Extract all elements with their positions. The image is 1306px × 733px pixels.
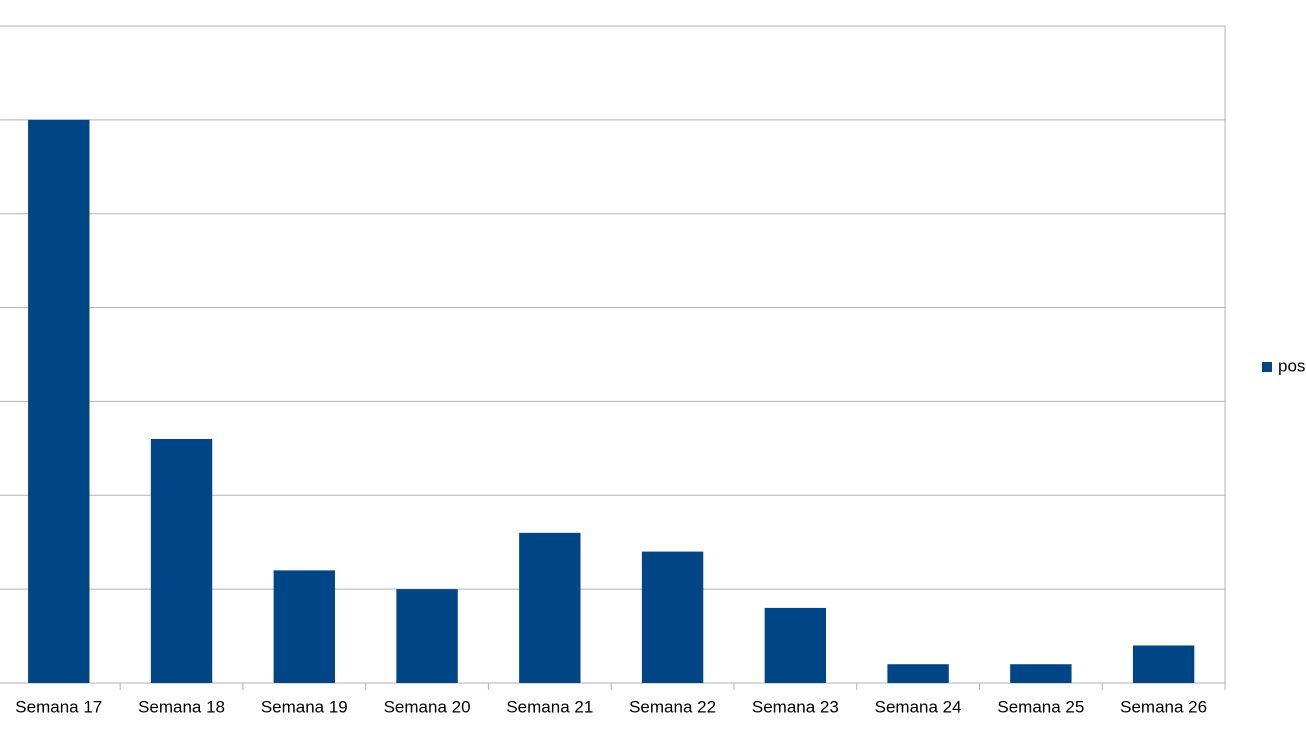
bar [519,532,581,683]
x-tick-label: Semana 26 [1120,697,1207,716]
x-tick-label: Semana 24 [875,697,962,716]
x-tick-label: Semana 19 [261,697,348,716]
legend-swatch [1262,362,1272,372]
bar [1132,645,1195,683]
bar [764,607,827,683]
x-tick-label: Semana 23 [752,697,839,716]
x-tick-label: Semana 17 [15,697,102,716]
x-tick-label: Semana 22 [629,697,716,716]
bar [150,438,213,683]
bar [396,589,458,683]
x-tick-label: Semana 21 [506,697,593,716]
bar [273,570,335,683]
bar [1010,664,1072,683]
bar [641,551,704,683]
x-tick-label: Semana 20 [384,697,471,716]
bar [28,119,90,684]
x-tick-label: Semana 25 [997,697,1084,716]
x-tick-label: Semana 18 [138,697,225,716]
legend-label: pos [1278,356,1305,375]
bar [887,664,949,683]
